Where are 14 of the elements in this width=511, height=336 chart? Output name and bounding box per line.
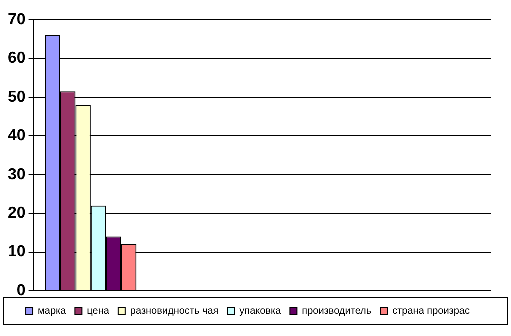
- legend-label: упаковка: [240, 306, 282, 317]
- legend-label: цена: [87, 306, 110, 317]
- y-tick-label: 10: [8, 244, 26, 261]
- legend-label: производитель: [302, 306, 372, 317]
- y-tick-label: 0: [16, 282, 26, 300]
- y-tick-label: 50: [8, 88, 26, 106]
- y-tick-label: 40: [8, 128, 26, 145]
- y-tick-label: 60: [8, 50, 26, 68]
- y-tick-label: 70: [8, 11, 26, 28]
- legend-label: страна произрас: [392, 306, 470, 317]
- y-tick-label: 20: [8, 204, 26, 222]
- y-tick-label: 30: [8, 166, 26, 184]
- legend-label: марка: [38, 306, 67, 317]
- legend-label: разновидность чая: [130, 306, 219, 317]
